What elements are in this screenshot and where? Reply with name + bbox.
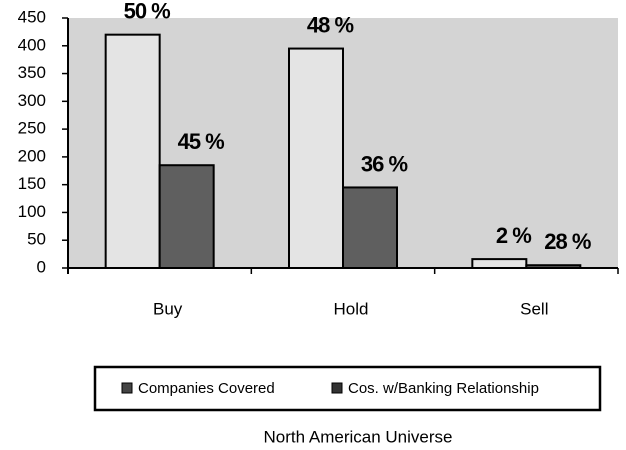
x-axis-label: North American Universe	[264, 427, 453, 446]
x-tick-label: Buy	[153, 299, 183, 318]
legend-swatch	[121, 382, 133, 394]
bar	[104, 33, 161, 269]
y-tick-label: 200	[18, 146, 46, 165]
y-tick-label: 300	[18, 91, 46, 110]
legend-label: Cos. w/Banking Relationship	[348, 380, 539, 397]
x-tick-label: Hold	[334, 299, 369, 318]
y-tick-label: 100	[18, 202, 46, 221]
bar-annotation: 48 %	[307, 12, 354, 37]
bar	[288, 47, 344, 269]
x-tick-label: Sell	[520, 299, 548, 318]
y-tick-label: 150	[18, 174, 46, 193]
bar	[158, 164, 215, 270]
legend-label: Companies Covered	[138, 380, 275, 397]
y-tick-label: 450	[18, 7, 46, 26]
bar	[471, 258, 528, 270]
bar-annotation: 28 %	[544, 229, 591, 254]
y-tick-label: 350	[18, 63, 46, 82]
bar	[342, 186, 398, 269]
bar-annotation: 50 %	[124, 0, 171, 23]
bar-annotation: 2 %	[496, 223, 531, 248]
y-tick-label: 0	[37, 257, 46, 276]
y-tick-label: 250	[18, 119, 46, 138]
y-tick-label: 400	[18, 35, 46, 54]
legend-box	[93, 365, 602, 412]
bar-annotation: 45 %	[178, 129, 225, 154]
legend-swatch	[331, 382, 343, 394]
bar-annotation: 36 %	[361, 151, 408, 176]
y-tick-label: 50	[27, 230, 46, 249]
